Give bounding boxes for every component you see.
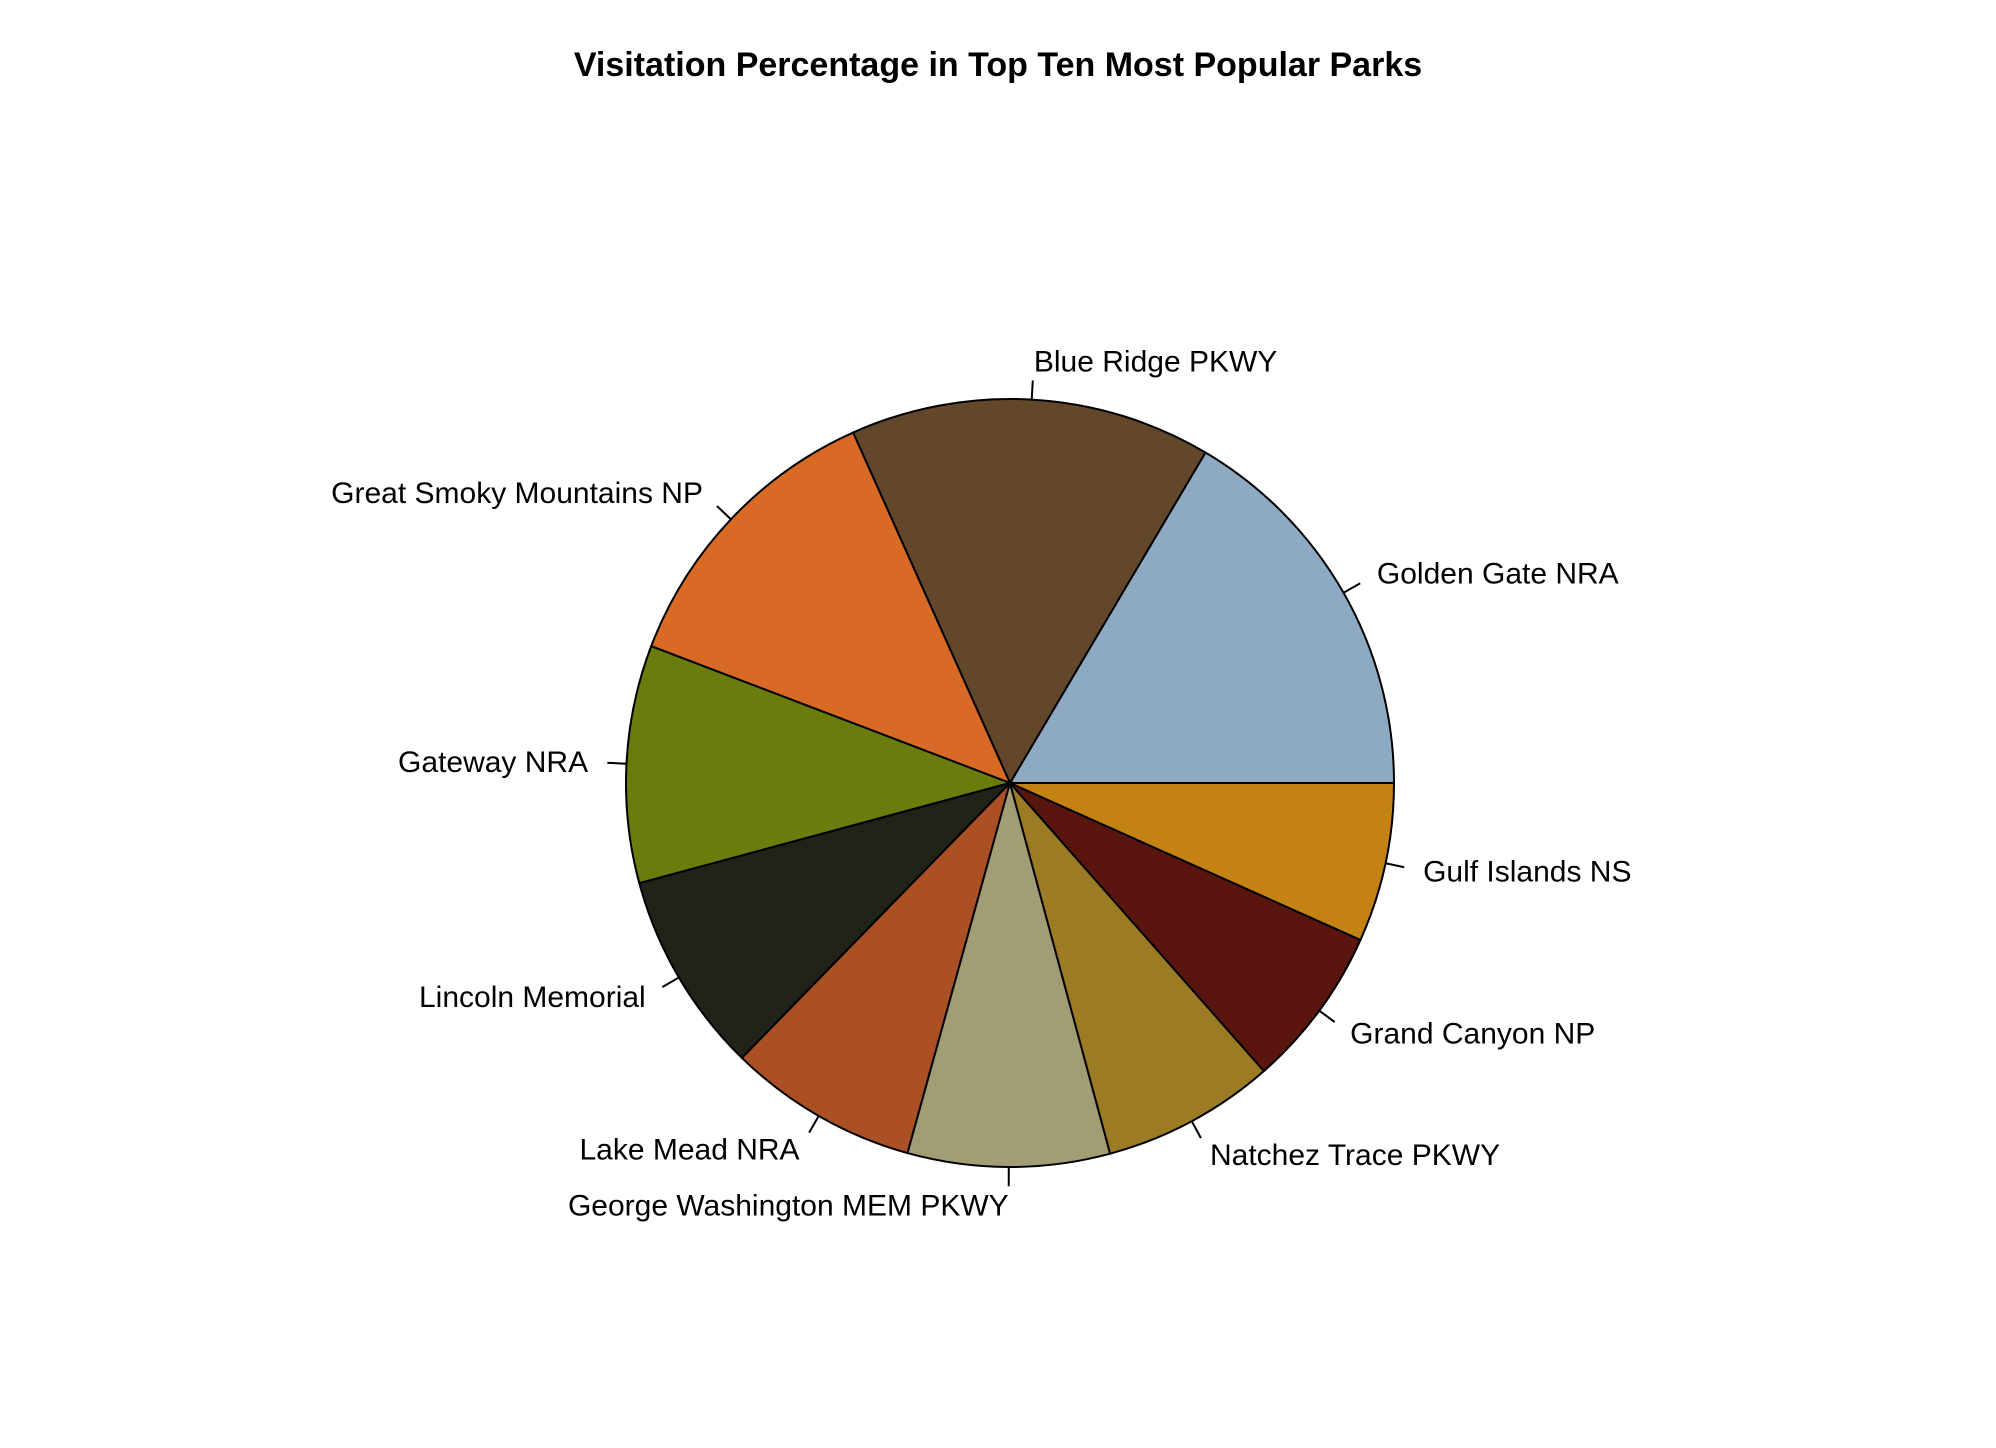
leader-line-gulf-islands-ns	[1385, 862, 1405, 869]
pie-slices	[625, 398, 1396, 1168]
pie-slice-george-washington-mem-pkwy	[906, 779, 1112, 1168]
pie-slice-gateway-nra	[625, 644, 1014, 885]
pie-slice-great-smoky-mountains-np	[649, 431, 1012, 785]
slice-label-lincoln-memorial: Lincoln Memorial	[419, 981, 646, 1014]
slice-label-golden-gate-nra: Golden Gate NRA	[1377, 558, 1619, 591]
slice-label-natchez-trace-pkwy: Natchez Trace PKWY	[1210, 1139, 1500, 1172]
leader-line-natchez-trace-pkwy	[1190, 1120, 1202, 1139]
slice-label-gateway-nra: Gateway NRA	[398, 746, 588, 779]
leader-line-lake-mead-nra	[808, 1115, 820, 1134]
pie-slice-natchez-trace-pkwy	[1009, 782, 1266, 1155]
slice-label-grand-canyon-np: Grand Canyon NP	[1350, 1017, 1595, 1050]
slice-label-blue-ridge-pkwy: Blue Ridge PKWY	[1034, 345, 1277, 378]
leader-line-great-smoky-mountains-np	[716, 505, 732, 520]
pie-labels: Golden Gate NRA Blue Ridge PKWY Great Smok…	[331, 345, 1631, 1222]
pie-slice-lincoln-memorial	[638, 781, 1014, 1060]
slice-label-great-smoky-mountains-np: Great Smoky Mountains NP	[331, 477, 703, 510]
pie-slice-blue-ridge-pkwy	[851, 398, 1207, 786]
pie-slice-gulf-islands-ns	[1009, 782, 1396, 942]
pie-slice-golden-gate-nra	[1008, 451, 1396, 784]
leader-line-grand-canyon-np	[1318, 1009, 1336, 1023]
leader-line-golden-gate-nra	[1343, 582, 1361, 594]
slice-label-gulf-islands-ns: Gulf Islands NS	[1423, 855, 1631, 888]
chart-title: Visitation Percentage in Top Ten Most Po…	[574, 46, 1422, 84]
slice-label-george-washington-mem-pkwy: George Washington MEM PKWY	[568, 1189, 1009, 1222]
leader-line-gateway-nra	[607, 761, 627, 765]
leader-line-lincoln-memorial	[661, 976, 680, 989]
pie-slice-grand-canyon-np	[1009, 782, 1362, 1073]
slice-label-lake-mead-nra: Lake Mead NRA	[579, 1133, 799, 1166]
leader-line-blue-ridge-pkwy	[1030, 380, 1034, 400]
